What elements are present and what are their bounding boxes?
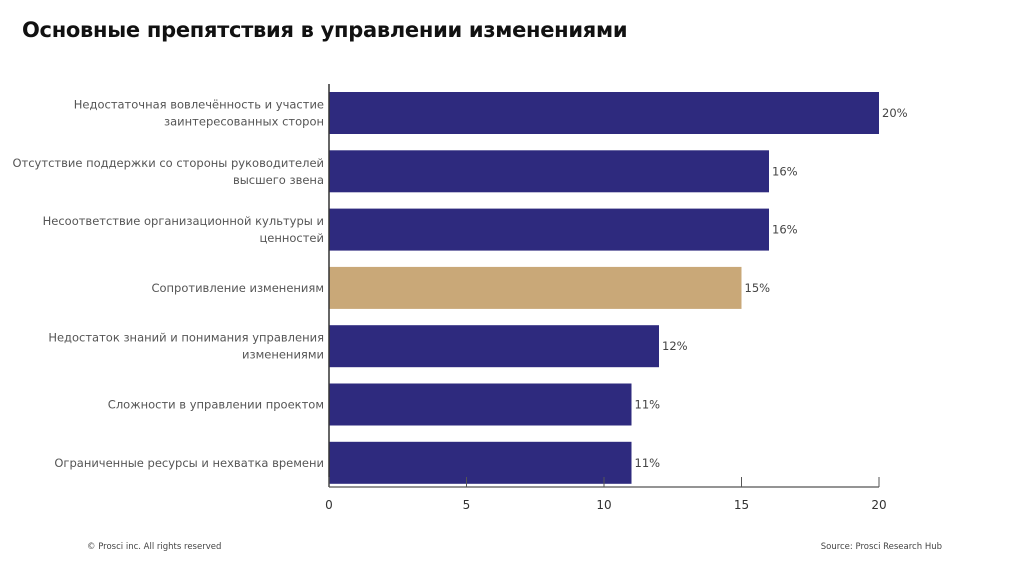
category-label: Сложности в управлении проектом — [108, 398, 324, 412]
x-tick-label: 5 — [463, 498, 471, 512]
bar — [329, 266, 742, 309]
x-tick-label: 10 — [596, 498, 611, 512]
category-label: Недостаток знаний и понимания управления — [48, 331, 324, 345]
category-label: Отсутствие поддержки со стороны руководи… — [12, 156, 324, 170]
data-label: 16% — [772, 223, 798, 237]
bar — [329, 383, 632, 426]
category-label: ценностей — [259, 231, 324, 245]
bar — [329, 441, 632, 484]
category-label: изменениями — [242, 348, 324, 362]
category-label: Недостаточная вовлечённость и участие — [74, 98, 324, 112]
data-label: 20% — [882, 106, 908, 120]
data-label: 12% — [662, 339, 688, 353]
bar — [329, 92, 879, 134]
category-label: заинтересованных сторон — [164, 115, 324, 129]
category-label: высшего звена — [233, 173, 324, 187]
data-label: 11% — [635, 456, 661, 470]
category-label: Ограниченные ресурсы и нехватка времени — [54, 456, 324, 470]
bar — [329, 150, 769, 193]
source-text: Source: Prosci Research Hub — [820, 542, 942, 552]
data-label: 15% — [745, 281, 771, 295]
bar — [329, 208, 769, 251]
category-label: Сопротивление изменениям — [151, 281, 324, 295]
x-tick-label: 20 — [871, 498, 886, 512]
bar — [329, 325, 659, 368]
x-tick-label: 15 — [734, 498, 749, 512]
x-tick-label: 0 — [325, 498, 333, 512]
chart-title: Основные препятствия в управлении измене… — [22, 18, 628, 42]
data-label: 16% — [772, 164, 798, 178]
category-label: Несоответствие организационной культуры … — [43, 214, 324, 228]
data-label: 11% — [635, 398, 661, 412]
copyright-text: © Prosci inc. All rights reserved — [87, 542, 222, 552]
